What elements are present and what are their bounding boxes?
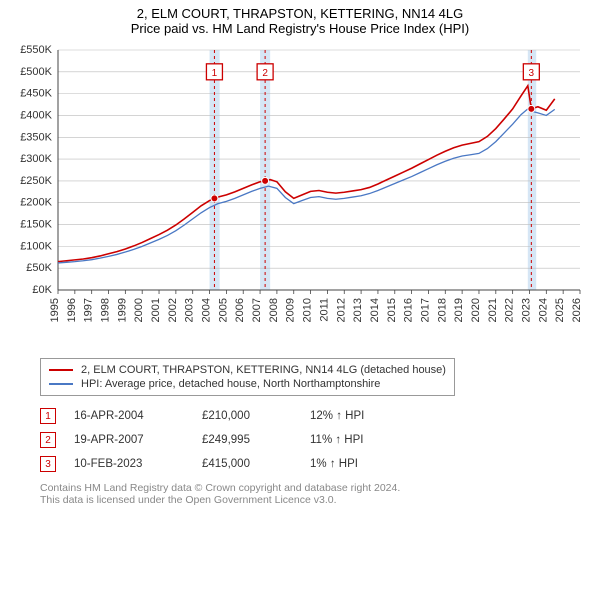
- svg-text:£100K: £100K: [20, 240, 52, 252]
- legend-item: HPI: Average price, detached house, Nort…: [49, 377, 446, 391]
- svg-text:1: 1: [212, 68, 218, 79]
- svg-text:2: 2: [262, 68, 268, 79]
- sale-marker-icon: 2: [40, 432, 56, 448]
- sale-date: 19-APR-2007: [74, 434, 184, 446]
- sale-price: £249,995: [202, 434, 292, 446]
- sale-row: 1 16-APR-2004 £210,000 12% ↑ HPI: [40, 404, 590, 428]
- svg-text:2008: 2008: [268, 298, 280, 322]
- svg-text:£350K: £350K: [20, 131, 52, 143]
- svg-text:2018: 2018: [436, 298, 448, 322]
- svg-text:2014: 2014: [369, 298, 381, 322]
- sale-pct: 12% ↑ HPI: [310, 410, 400, 422]
- svg-text:1999: 1999: [116, 298, 128, 322]
- svg-text:2005: 2005: [217, 298, 229, 322]
- svg-text:£0K: £0K: [32, 284, 52, 296]
- legend: 2, ELM COURT, THRAPSTON, KETTERING, NN14…: [40, 358, 455, 396]
- svg-text:1995: 1995: [49, 298, 61, 322]
- footnote-line: This data is licensed under the Open Gov…: [40, 494, 590, 506]
- legend-swatch: [49, 383, 73, 385]
- svg-text:2017: 2017: [419, 298, 431, 322]
- svg-text:1997: 1997: [83, 298, 95, 322]
- svg-text:2015: 2015: [386, 298, 398, 322]
- svg-text:£400K: £400K: [20, 109, 52, 121]
- sale-marker-icon: 3: [40, 456, 56, 472]
- svg-text:2000: 2000: [133, 298, 145, 322]
- svg-text:2024: 2024: [537, 298, 549, 322]
- svg-text:2025: 2025: [554, 298, 566, 322]
- svg-text:£50K: £50K: [26, 262, 52, 274]
- legend-item: 2, ELM COURT, THRAPSTON, KETTERING, NN14…: [49, 363, 446, 377]
- sale-row: 2 19-APR-2007 £249,995 11% ↑ HPI: [40, 428, 590, 452]
- chart-title: 2, ELM COURT, THRAPSTON, KETTERING, NN14…: [10, 6, 590, 21]
- chart-subtitle: Price paid vs. HM Land Registry's House …: [10, 21, 590, 36]
- svg-text:2012: 2012: [335, 298, 347, 322]
- legend-label: HPI: Average price, detached house, Nort…: [81, 378, 380, 390]
- sale-date: 10-FEB-2023: [74, 458, 184, 470]
- svg-text:2007: 2007: [251, 298, 263, 322]
- svg-text:2003: 2003: [184, 298, 196, 322]
- svg-text:2022: 2022: [504, 298, 516, 322]
- svg-text:£500K: £500K: [20, 66, 52, 78]
- svg-text:2010: 2010: [302, 298, 314, 322]
- svg-text:3: 3: [529, 68, 535, 79]
- legend-label: 2, ELM COURT, THRAPSTON, KETTERING, NN14…: [81, 364, 446, 376]
- svg-text:2009: 2009: [285, 298, 297, 322]
- sales-table: 1 16-APR-2004 £210,000 12% ↑ HPI 2 19-AP…: [40, 404, 590, 476]
- sale-pct: 11% ↑ HPI: [310, 434, 400, 446]
- svg-text:2001: 2001: [150, 298, 162, 322]
- svg-text:2026: 2026: [571, 298, 583, 322]
- svg-text:£200K: £200K: [20, 197, 52, 209]
- chart-container: 2, ELM COURT, THRAPSTON, KETTERING, NN14…: [0, 0, 600, 514]
- svg-text:2011: 2011: [318, 298, 330, 322]
- svg-text:2013: 2013: [352, 298, 364, 322]
- sale-pct: 1% ↑ HPI: [310, 458, 400, 470]
- footnote: Contains HM Land Registry data © Crown c…: [40, 482, 590, 506]
- sale-date: 16-APR-2004: [74, 410, 184, 422]
- svg-text:£150K: £150K: [20, 219, 52, 231]
- sale-price: £415,000: [202, 458, 292, 470]
- svg-text:£550K: £550K: [20, 44, 52, 56]
- svg-text:£250K: £250K: [20, 175, 52, 187]
- svg-text:£450K: £450K: [20, 88, 52, 100]
- svg-text:2002: 2002: [167, 298, 179, 322]
- sale-price: £210,000: [202, 410, 292, 422]
- svg-text:2021: 2021: [487, 298, 499, 322]
- legend-swatch: [49, 369, 73, 371]
- svg-text:2004: 2004: [201, 298, 213, 322]
- svg-text:1996: 1996: [66, 298, 78, 322]
- svg-text:1998: 1998: [100, 298, 112, 322]
- svg-text:2019: 2019: [453, 298, 465, 322]
- price-chart: £0K £50K £100K £150K £200K £250K £300K £350K £40…: [10, 42, 590, 352]
- svg-text:2020: 2020: [470, 298, 482, 322]
- sale-marker-icon: 1: [40, 408, 56, 424]
- svg-text:2016: 2016: [403, 298, 415, 322]
- sale-row: 3 10-FEB-2023 £415,000 1% ↑ HPI: [40, 452, 590, 476]
- svg-text:£300K: £300K: [20, 153, 52, 165]
- svg-text:2023: 2023: [520, 298, 532, 322]
- footnote-line: Contains HM Land Registry data © Crown c…: [40, 482, 590, 494]
- svg-text:2006: 2006: [234, 298, 246, 322]
